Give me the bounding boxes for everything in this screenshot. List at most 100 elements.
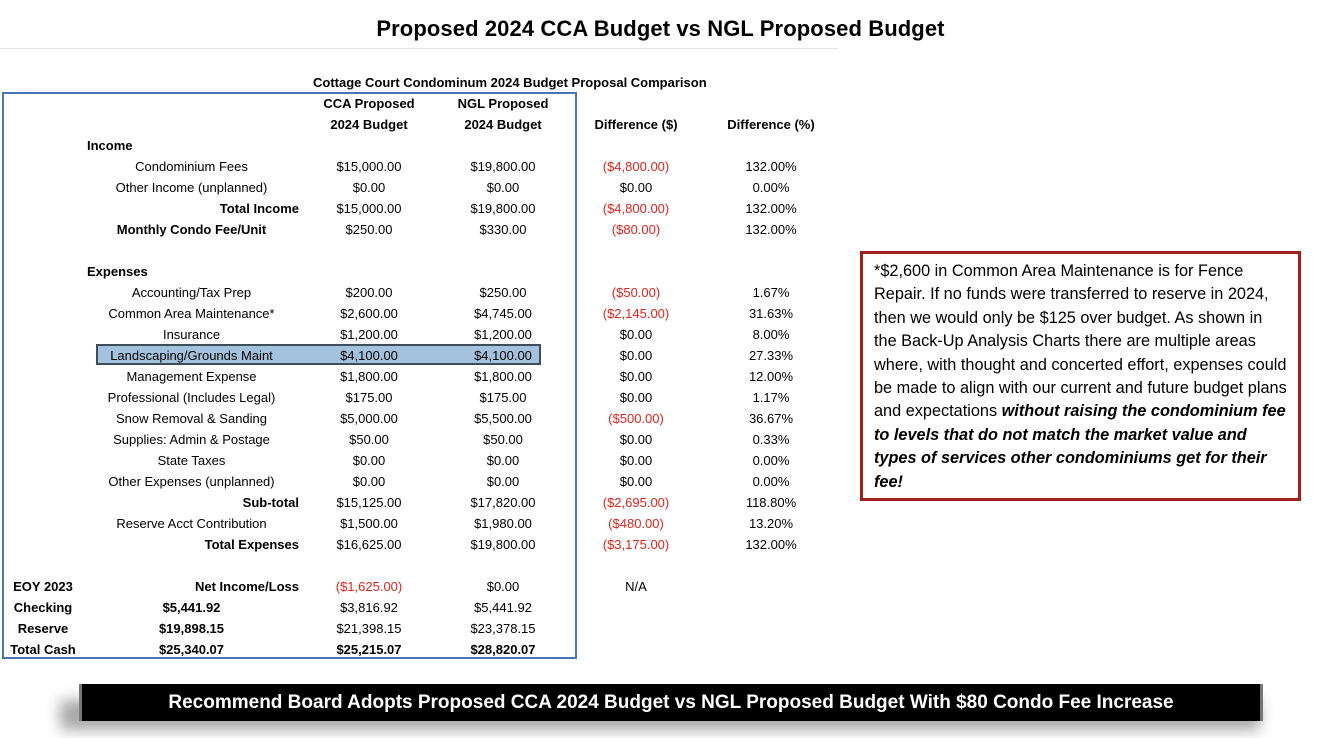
ngl-value: $330.00	[479, 222, 527, 237]
ngl-value: $0.00	[486, 474, 520, 489]
divider	[0, 48, 838, 49]
table-row: Monthly Condo Fee/Unit $250.00 $330.00 ($80…	[0, 219, 840, 240]
table-row: Other Expenses (unplanned) $0.00 $0.00 $0.0…	[0, 471, 840, 492]
cca-value: $3,816.92	[340, 600, 398, 615]
table-row: Sub-total $15,125.00 $17,820.00 ($2,695.00)…	[0, 492, 840, 513]
percent-value: 0.33%	[752, 432, 790, 447]
ngl-value: $5,441.92	[474, 600, 532, 615]
header-cca-line1: CCA Proposed	[323, 96, 415, 111]
cca-value: $5,000.00	[340, 411, 398, 426]
cca-value: ($1,625.00)	[335, 579, 403, 594]
difference-value: ($480.00)	[608, 516, 664, 531]
cca-value: $15,000.00	[336, 159, 402, 174]
cca-value: $0.00	[352, 453, 386, 468]
cca-value: $250.00	[345, 222, 393, 237]
difference-value: ($3,175.00)	[602, 537, 670, 552]
row-year-label: EOY 2023	[13, 579, 73, 594]
cca-ngl-outline-box	[2, 92, 577, 659]
row-label: Expenses	[87, 264, 148, 279]
cca-value: $50.00	[349, 432, 389, 447]
percent-value: 13.20%	[748, 516, 794, 531]
ngl-value: $175.00	[479, 390, 527, 405]
ngl-value: $4,100.00	[474, 348, 532, 363]
table-row: Total Expenses $16,625.00 $19,800.00 ($3,17…	[0, 534, 840, 555]
row-label: $25,340.07	[158, 642, 225, 657]
ngl-value: $1,200.00	[474, 327, 532, 342]
difference-value: ($2,145.00)	[602, 306, 670, 321]
ngl-value: $0.00	[486, 579, 520, 594]
percent-value: 12.00%	[748, 369, 794, 384]
row-label: Other Income (unplanned)	[115, 180, 268, 195]
cca-value: $15,000.00	[336, 201, 402, 216]
table-row: Income	[0, 135, 840, 156]
difference-value: $0.00	[619, 453, 653, 468]
row-label: Landscaping/Grounds Maint	[110, 348, 273, 363]
ngl-value: $4,745.00	[474, 306, 532, 321]
cca-value: $15,125.00	[336, 495, 402, 510]
note-box: *$2,600 in Common Area Maintenance is fo…	[860, 251, 1301, 501]
cca-value: $16,625.00	[336, 537, 402, 552]
difference-value: ($2,695.00)	[602, 495, 670, 510]
row-label: Total Income	[219, 201, 299, 216]
difference-value: ($50.00)	[611, 285, 661, 300]
cca-value: $175.00	[345, 390, 393, 405]
percent-value: 132.00%	[745, 537, 797, 552]
ngl-value: $1,980.00	[474, 516, 532, 531]
table-row: State Taxes $0.00 $0.00 $0.00 0.00%	[0, 450, 840, 471]
ngl-value: $19,800.00	[470, 537, 536, 552]
row-label: Monthly Condo Fee/Unit	[116, 222, 267, 237]
row-label: Condominium Fees	[135, 159, 248, 174]
table-row: Reserve $19,898.15 $21,398.15 $23,378.15	[0, 618, 840, 639]
percent-value: 132.00%	[745, 222, 797, 237]
row-label: Common Area Maintenance*	[108, 306, 275, 321]
page-title: Proposed 2024 CCA Budget vs NGL Proposed…	[376, 16, 945, 41]
table-title: Cottage Court Condominum 2024 Budget Pro…	[313, 75, 707, 90]
row-label: Management Expense	[126, 369, 257, 384]
row-label: Sub-total	[242, 495, 299, 510]
table-row: Total Income $15,000.00 $19,800.00 ($4,800.…	[0, 198, 840, 219]
percent-value: 132.00%	[745, 201, 797, 216]
row-label: Reserve Acct Contribution	[116, 516, 267, 531]
row-year-label: Reserve	[17, 621, 69, 636]
table-row: Other Income (unplanned) $0.00 $0.00 $0.00 0…	[0, 177, 840, 198]
percent-value: 1.67%	[752, 285, 790, 300]
percent-value: 31.63%	[748, 306, 794, 321]
ngl-value: $1,800.00	[474, 369, 532, 384]
header-difference-percent: Difference (%)	[727, 117, 815, 132]
ngl-value: $19,800.00	[470, 159, 536, 174]
row-label: Accounting/Tax Prep	[131, 285, 252, 300]
header-difference-dollars: Difference ($)	[594, 117, 678, 132]
cca-value: $25,215.07	[336, 642, 402, 657]
percent-value: 36.67%	[748, 411, 794, 426]
table-row: Accounting/Tax Prep $200.00 $250.00 ($50.00…	[0, 282, 840, 303]
table-row: Supplies: Admin & Postage $50.00 $50.00 $0.…	[0, 429, 840, 450]
row-label: Supplies: Admin & Postage	[113, 432, 270, 447]
row-label: Income	[87, 138, 133, 153]
cca-value: $21,398.15	[336, 621, 402, 636]
table-row: EOY 2023 Net Income/Loss ($1,625.00) $0.00 N…	[0, 576, 840, 597]
header-ngl-line2: 2024 Budget	[464, 117, 542, 132]
recommendation-banner: Recommend Board Adopts Proposed CCA 2024…	[79, 684, 1263, 721]
ngl-value: $17,820.00	[470, 495, 536, 510]
table-row: Reserve Acct Contribution $1,500.00 $1,980…	[0, 513, 840, 534]
difference-value: ($4,800.00)	[602, 201, 670, 216]
difference-value: $0.00	[619, 474, 653, 489]
table-row: Professional (Includes Legal) $175.00 $175…	[0, 387, 840, 408]
table-row: Condominium Fees $15,000.00 $19,800.00 ($4,…	[0, 156, 840, 177]
percent-value: 132.00%	[745, 159, 797, 174]
ngl-value: $250.00	[479, 285, 527, 300]
table-row: Checking $5,441.92 $3,816.92 $5,441.92	[0, 597, 840, 618]
ngl-value: $50.00	[483, 432, 523, 447]
difference-value: $0.00	[619, 348, 653, 363]
percent-value: 0.00%	[752, 453, 790, 468]
cca-value: $1,200.00	[340, 327, 398, 342]
note-text: *$2,600 in Common Area Maintenance is fo…	[874, 262, 1287, 421]
cca-value: $0.00	[352, 180, 386, 195]
percent-value: 1.17%	[752, 390, 790, 405]
table-row: Insurance $1,200.00 $1,200.00 $0.00 8.00%	[0, 324, 840, 345]
highlighted-row	[96, 344, 541, 365]
percent-value: 8.00%	[752, 327, 790, 342]
percent-value: 27.33%	[748, 348, 794, 363]
ngl-value: $19,800.00	[470, 201, 536, 216]
cca-value: $4,100.00	[340, 348, 398, 363]
